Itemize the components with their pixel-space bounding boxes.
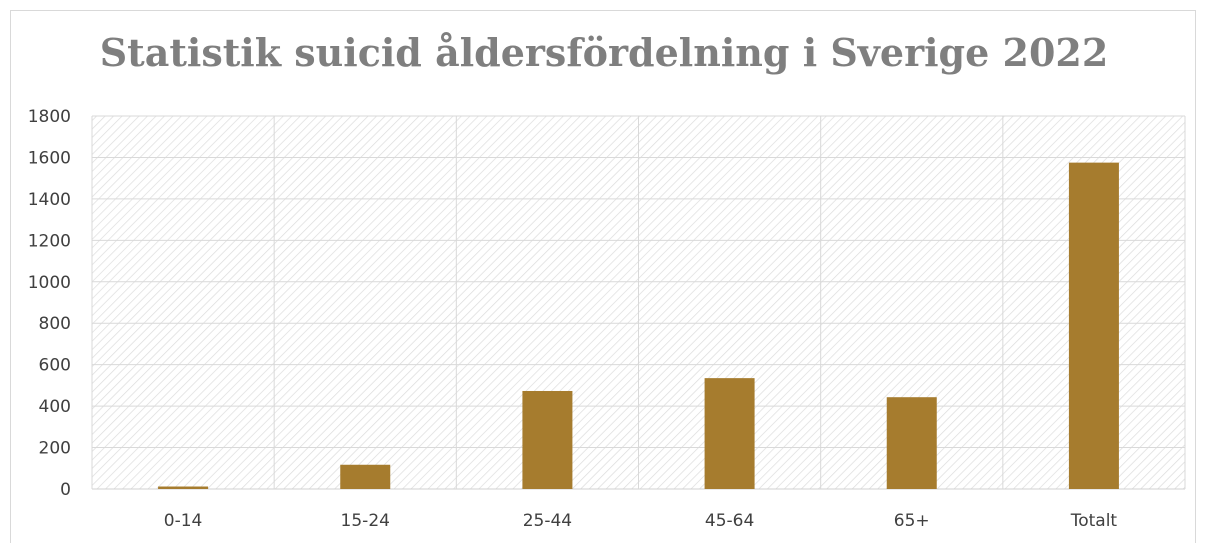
x-tick-label: 15-24 bbox=[341, 511, 390, 531]
y-tick-label: 200 bbox=[39, 439, 71, 459]
y-axis-ticks: 0 200 400 600 800 1000 1200 1400 1600 1800 bbox=[28, 107, 71, 500]
y-tick-label: 1800 bbox=[28, 107, 71, 127]
y-tick-label: 0 bbox=[60, 480, 71, 500]
y-tick-label: 1200 bbox=[28, 231, 71, 251]
y-tick-label: 1400 bbox=[28, 190, 71, 210]
x-tick-label: 65+ bbox=[894, 511, 930, 531]
x-axis-ticks: 0-14 15-24 25-44 45-64 65+ Totalt bbox=[164, 511, 1118, 531]
x-tick-label: 45-64 bbox=[705, 511, 754, 531]
x-tick-label: Totalt bbox=[1070, 511, 1118, 531]
y-tick-label: 800 bbox=[39, 314, 71, 334]
bar-45-64 bbox=[704, 378, 755, 489]
bar-Totalt bbox=[1068, 162, 1119, 489]
x-tick-label: 0-14 bbox=[164, 511, 203, 531]
chart-title: Statistik suicid åldersfördelning i Sver… bbox=[99, 30, 1109, 75]
y-tick-label: 1000 bbox=[28, 273, 71, 293]
bar-65+ bbox=[886, 397, 937, 489]
y-tick-label: 400 bbox=[39, 397, 71, 417]
y-tick-label: 1600 bbox=[28, 148, 71, 168]
x-tick-label: 25-44 bbox=[523, 511, 572, 531]
gridlines bbox=[91, 115, 1186, 490]
bars bbox=[158, 162, 1119, 489]
bar-15-24 bbox=[340, 464, 391, 489]
bar-25-44 bbox=[522, 390, 573, 489]
bar-0-14 bbox=[158, 486, 209, 489]
y-tick-label: 600 bbox=[39, 356, 71, 376]
